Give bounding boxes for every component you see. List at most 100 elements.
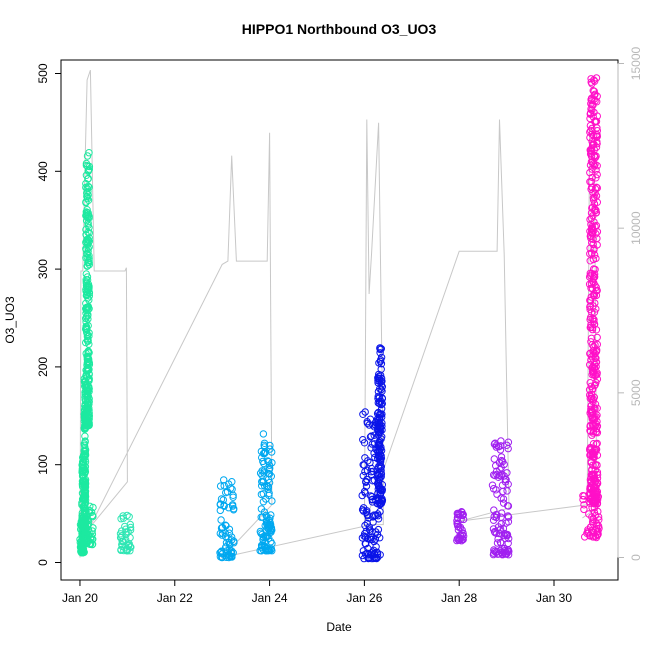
data-point: [83, 417, 92, 425]
data-point: [586, 391, 594, 399]
data-point: [84, 166, 93, 175]
data-point: [259, 498, 268, 506]
data-point: [499, 495, 508, 503]
data-point: [365, 421, 373, 429]
data-point: [82, 225, 90, 234]
data-point: [82, 216, 91, 225]
data-point: [505, 534, 513, 543]
data-point: [230, 539, 238, 547]
data-point: [503, 530, 512, 539]
data-point: [374, 510, 382, 518]
data-point: [228, 501, 237, 509]
data-point: [267, 538, 275, 546]
data-point: [85, 149, 93, 157]
data-point: [593, 131, 601, 139]
data-point: [84, 354, 93, 363]
data-point: [374, 525, 383, 534]
data-point: [588, 138, 596, 146]
data-point: [374, 454, 382, 462]
data-point: [375, 441, 383, 450]
y2-tick-label: 15000: [629, 46, 643, 80]
data-point: [589, 398, 597, 406]
data-point: [83, 291, 92, 299]
data-point: [592, 174, 600, 182]
data-point: [364, 457, 372, 465]
data-point: [585, 280, 594, 288]
data-point: [262, 520, 271, 528]
data-point: [82, 415, 90, 424]
data-point: [457, 537, 466, 545]
data-point: [79, 547, 87, 555]
data-point: [504, 539, 512, 547]
data-point: [83, 152, 92, 160]
data-point: [586, 483, 595, 491]
data-point: [504, 502, 513, 510]
data-point: [504, 480, 512, 488]
data-point: [586, 150, 595, 158]
data-point: [497, 472, 505, 480]
data-point: [80, 448, 89, 456]
data-point: [589, 440, 598, 448]
data-point: [592, 209, 601, 217]
data-point: [264, 457, 272, 465]
y2-tick-label: 0: [629, 554, 643, 561]
data-point: [220, 501, 228, 509]
data-point: [587, 411, 595, 420]
data-point: [83, 513, 91, 521]
data-point: [593, 468, 602, 476]
data-point: [504, 513, 513, 521]
data-point: [498, 470, 506, 479]
data-point: [588, 80, 596, 88]
data-point: [499, 487, 507, 496]
data-point: [586, 315, 594, 324]
y-tick-label: 300: [36, 259, 50, 279]
data-point: [88, 511, 97, 520]
data-point: [268, 497, 276, 505]
data-point: [592, 291, 601, 300]
data-point: [592, 192, 601, 200]
data-point: [588, 124, 596, 133]
data-point: [592, 283, 600, 291]
data-point: [368, 464, 376, 473]
data-point: [261, 448, 270, 456]
data-point: [589, 255, 598, 264]
data-point: [375, 478, 383, 486]
data-point: [489, 525, 498, 533]
data-point: [587, 96, 595, 104]
y-tick-label: 100: [36, 454, 50, 474]
data-point: [222, 543, 230, 551]
data-point: [81, 467, 90, 476]
data-point: [497, 456, 506, 465]
data-point: [84, 392, 92, 400]
data-point: [377, 360, 386, 368]
data-point: [361, 540, 369, 548]
data-point: [377, 365, 385, 373]
data-point: [217, 516, 225, 524]
data-point: [220, 482, 228, 490]
data-point: [229, 491, 237, 499]
data-point: [81, 482, 89, 491]
data-point: [591, 400, 600, 408]
data-point: [362, 527, 370, 536]
data-point: [591, 160, 599, 169]
data-point: [83, 262, 91, 270]
data-point: [588, 141, 597, 150]
data-point: [370, 537, 378, 546]
data-point: [89, 524, 97, 532]
data-point: [590, 320, 599, 328]
data-point: [587, 105, 595, 113]
data-point: [376, 344, 384, 352]
data-point: [366, 433, 375, 441]
data-point: [84, 526, 93, 534]
data-point: [266, 521, 275, 529]
data-point: [82, 254, 90, 262]
data-point: [81, 501, 89, 510]
data-point: [81, 479, 89, 487]
y2-tick-label: 10000: [629, 211, 643, 245]
data-point: [81, 432, 89, 440]
data-point: [593, 184, 601, 192]
data-point: [118, 532, 126, 540]
data-point: [498, 551, 507, 559]
data-point: [261, 482, 269, 490]
secondary-trace-line: [79, 69, 598, 559]
